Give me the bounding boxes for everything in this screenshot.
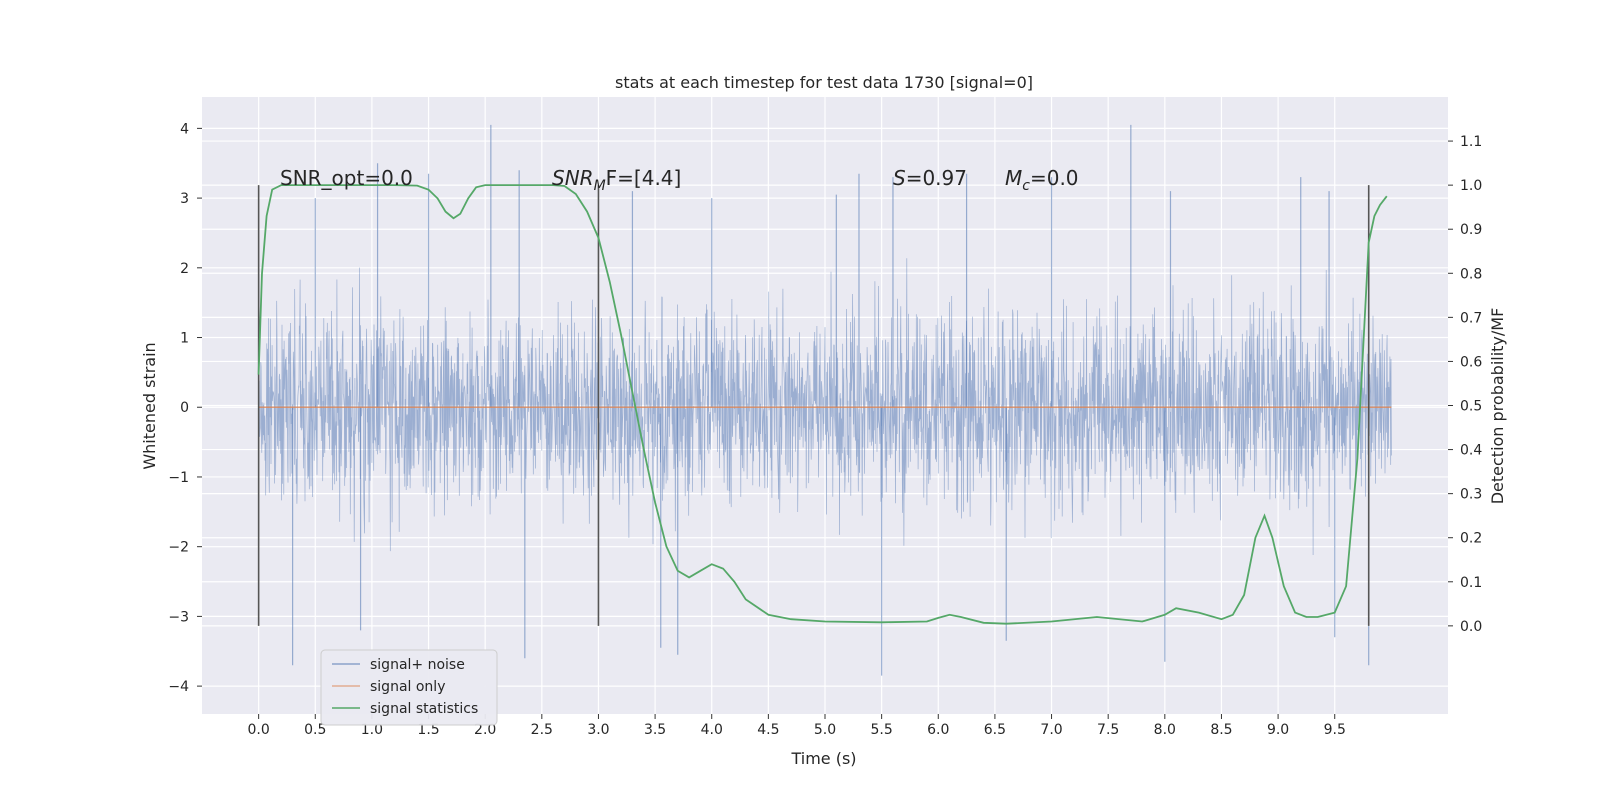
y-right-tick-label: 0.3: [1460, 487, 1482, 503]
x-tick-label: 3.5: [644, 722, 666, 738]
y-left-tick-label: −3: [168, 609, 189, 625]
noise-trace: [258, 258, 1392, 556]
y-right-tick-label: 1.1: [1460, 134, 1482, 150]
y-axis-label-right: Detection probability/MF: [1488, 308, 1507, 505]
x-tick-label: 0.0: [248, 722, 270, 738]
x-tick-label: 7.5: [1097, 722, 1119, 738]
x-tick-label: 9.0: [1267, 722, 1289, 738]
chart-title: stats at each timestep for test data 173…: [615, 73, 1033, 92]
x-tick-label: 8.0: [1154, 722, 1176, 738]
annotation-s: S=0.97: [893, 166, 967, 190]
y-right-tick-label: 0.2: [1460, 531, 1482, 547]
x-tick-label: 4.0: [701, 722, 723, 738]
snr-mf-sub: M: [594, 178, 606, 194]
y-right-tick-label: 1.0: [1460, 178, 1482, 194]
series-signal-noise: [258, 124, 1392, 676]
y-left-tick-label: −4: [168, 679, 189, 695]
legend-label-signal-only: signal only: [370, 679, 445, 695]
annotation-mc: Mc=0.0: [1005, 166, 1079, 194]
snr-mf-base: SNR: [552, 166, 594, 190]
y-right-tick-label: 0.1: [1460, 575, 1482, 591]
y-left-tick-label: 3: [180, 191, 189, 207]
annotation-snr-mf: SNRMF=[4.4]: [552, 166, 681, 194]
x-tick-label: 1.0: [361, 722, 383, 738]
x-tick-label: 1.5: [417, 722, 439, 738]
axis-ticks: 0.0 0.5 1.0 1.5 2.0 2.5 3.0 3.5 4.0 4.5 5.0 5.5 6.0 6…: [168, 121, 1482, 738]
mc-sub: c: [1022, 178, 1030, 194]
y-right-tick-label: 0.9: [1460, 222, 1482, 238]
legend-label-signal-statistics: signal statistics: [370, 701, 478, 717]
legend-label-signal-noise: signal+ noise: [370, 657, 465, 673]
series-signal-statistics: [257, 184, 1388, 625]
x-tick-label: 9.5: [1324, 722, 1346, 738]
x-tick-label: 2.5: [531, 722, 553, 738]
snr-mf-rest: F=[4.4]: [606, 166, 682, 190]
x-tick-label: 6.0: [927, 722, 949, 738]
y-axis-label-left: Whitened strain: [140, 342, 159, 469]
x-tick-label: 6.5: [984, 722, 1006, 738]
y-right-tick-label: 0.7: [1460, 310, 1482, 326]
annotation-snr-opt: SNR_opt=0.0: [280, 166, 413, 190]
y-right-tick-label: 0.8: [1460, 266, 1482, 282]
y-left-tick-label: 4: [180, 121, 189, 137]
y-right-tick-label: 0.6: [1460, 354, 1482, 370]
x-axis-label: Time (s): [790, 749, 856, 768]
mc-base: M: [1005, 166, 1022, 190]
x-tick-label: 4.5: [757, 722, 779, 738]
x-tick-label: 7.0: [1040, 722, 1062, 738]
x-tick-label: 8.5: [1210, 722, 1232, 738]
y-left-tick-label: 1: [180, 331, 189, 347]
legend: signal+ noise signal only signal statist…: [320, 649, 498, 726]
s-rest: =0.97: [906, 166, 967, 190]
statistics-line: [257, 184, 1388, 625]
s-var: S: [893, 166, 906, 190]
y-right-tick-label: 0.4: [1460, 443, 1482, 459]
y-left-tick-label: 0: [180, 400, 189, 416]
mc-rest: =0.0: [1030, 166, 1079, 190]
legend-box: [320, 649, 498, 726]
y-left-tick-label: −1: [168, 470, 189, 486]
x-tick-label: 0.5: [304, 722, 326, 738]
x-tick-label: 5.0: [814, 722, 836, 738]
x-tick-label: 2.0: [474, 722, 496, 738]
x-tick-label: 3.0: [587, 722, 609, 738]
y-right-tick-label: 0.5: [1460, 399, 1482, 415]
y-left-tick-label: −2: [168, 540, 189, 556]
x-tick-label: 5.5: [871, 722, 893, 738]
y-right-tick-label: 0.0: [1460, 619, 1482, 635]
y-left-tick-label: 2: [180, 261, 189, 277]
